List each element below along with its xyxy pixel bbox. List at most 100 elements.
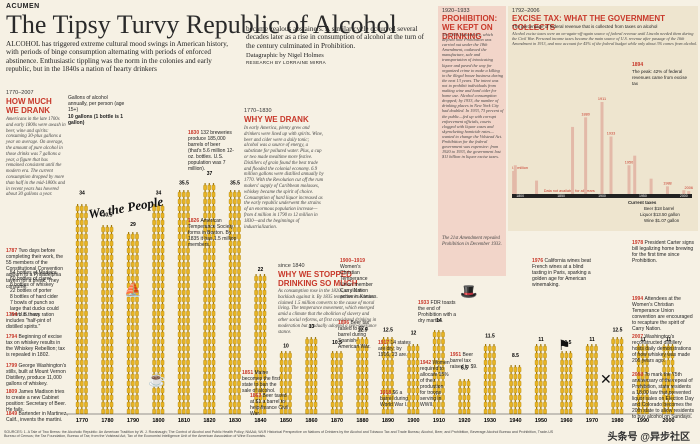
x-tick-label: 1820 — [203, 418, 215, 424]
excise-peak-year: 1894 — [632, 62, 644, 68]
bar-value-label: 34 — [79, 190, 85, 196]
bar-value-label: 30.5 — [103, 213, 113, 219]
how-much-title: HOW MUCH WE DRANK — [6, 97, 52, 115]
timeline-note: 1976 California wines beat French wines … — [532, 258, 592, 288]
note-year: 1799 — [6, 363, 19, 369]
excise-value-label: 1880 — [581, 112, 589, 116]
note-text: Beer taxed at $1 a barrel to help financ… — [250, 393, 288, 417]
prohibition-text: The 1920 Volstead Act, which defined how… — [442, 32, 504, 160]
note-year: 1809 — [6, 389, 19, 395]
bar-value-label: 34 — [156, 190, 162, 196]
why-drank-years: 1770–1830 — [244, 108, 272, 114]
bar-1810 — [177, 190, 190, 415]
excise-wine: Wine $1.07 gallon — [644, 218, 680, 223]
note-text: $6 a barrel during World War I. — [380, 390, 409, 408]
why-drank-text: In early America, plenty grew and drinke… — [244, 126, 324, 230]
mug-icon: ☕ — [148, 373, 166, 388]
timeline-note: 1794 Beginning of excise tax on whiskey … — [6, 334, 68, 358]
excise-tick-label: 1900 — [598, 194, 606, 198]
note-text: FDR toasts the end of Prohibition with a… — [418, 300, 457, 324]
bar-value-label: 11 — [538, 337, 544, 343]
bar-value-label: 12 — [411, 331, 417, 337]
timeline-note: 1799 George Washington's stills, built a… — [6, 363, 68, 387]
note-year: 2008 — [632, 372, 645, 378]
prohibition-footnote: The 21st Amendment repealed Prohibition … — [442, 236, 502, 247]
bar-1830 — [228, 190, 241, 415]
note-year: 1851 — [242, 370, 255, 376]
timeline-note: 1809 James Madison tries to create a new… — [6, 389, 68, 413]
bar-value-label: 6.5 — [461, 366, 468, 372]
excise-bar-1960 — [649, 178, 653, 194]
note-year: 1849 — [6, 411, 19, 417]
note-year: 1942 — [420, 360, 433, 366]
bar-value-label: 8.5 — [512, 353, 519, 359]
bar-1840 — [254, 274, 267, 415]
excise-peak-text: The peak: 42% of federal revenues came f… — [632, 69, 688, 86]
how-much-text: Americans in the late 1700s and early 18… — [6, 117, 66, 198]
flag-icon: ⚑ — [558, 339, 571, 354]
excise-value-label: 1911 — [598, 97, 606, 101]
timeline-note: 1994 Attendees at the Women's Christian … — [632, 296, 694, 332]
excise-years: 1792–2006 — [512, 8, 540, 14]
note-text: Bartender in Martinez, Calif., invents t… — [6, 411, 68, 423]
note-year: 1917 — [378, 340, 391, 346]
bar-1930 — [483, 344, 496, 415]
note-text: Washington's reconstructed distillery ho… — [632, 334, 692, 364]
note-year: 1918 — [380, 390, 393, 396]
bar-value-label: 14 — [436, 318, 442, 324]
note-text: Maine becomes the first state to ban the… — [242, 370, 281, 394]
excise-bar-1820 — [535, 180, 539, 194]
note-text: Attendees at the Women's Christian Tempe… — [632, 296, 693, 332]
x-tick-label: 1800 — [152, 418, 164, 424]
note-text: U.S. navy ration includes "half-pint of … — [6, 312, 55, 330]
bar-1860 — [305, 337, 318, 415]
note-text: Beer tax raised to $2 a barrel during Sp… — [338, 320, 371, 350]
note-year: 1830 — [188, 130, 201, 136]
timeline-note: 54 bottles of Madeira 60 bottles of clar… — [10, 270, 66, 318]
note-text: American Temperance Society forms in Bos… — [188, 218, 237, 248]
note-year: 1933 — [418, 300, 431, 306]
excise-bar-1900 — [600, 102, 604, 194]
x-tick-label: 1860 — [305, 418, 317, 424]
excise-bar-1911 — [609, 136, 613, 194]
stopped-years: since 1840 — [278, 263, 305, 269]
x-tick-label: 1930 — [484, 418, 496, 424]
timeline-note: 1951 Beer barrel tax raised to $9. — [450, 352, 482, 370]
intro-left: ALCOHOL has triggered extreme cultural m… — [6, 40, 229, 73]
timeline-note: 2008 To mark the 75th anniversary of the… — [632, 372, 694, 420]
how-much-years: 1770–2007 — [6, 90, 34, 96]
x-tick-label: 1980 — [611, 418, 623, 424]
x-tick-label: 1770 — [76, 418, 88, 424]
note-year: 1994 — [632, 296, 645, 302]
note-text: George Washington's stills, built at Mou… — [6, 363, 67, 387]
x-tick-label: 1790 — [127, 418, 139, 424]
x-tick-label: 1880 — [356, 418, 368, 424]
consumption-chart: 34 30.5 29 34 35.5 37 35.5 22 10 13 10.5 12.5 12.5 12… — [66, 171, 692, 424]
excise-liquor: Liquor $13.50 gallon — [640, 212, 680, 217]
bar-value-label: 37 — [207, 171, 213, 177]
excise-tick-label: 2000 — [680, 194, 688, 198]
note-text: 14 states are dry; by 1916, 23 are. — [378, 340, 411, 358]
sources-footer: SOURCES: 1. A Tale of Two Brews: the Alc… — [4, 430, 554, 439]
excise-chart: 1793 $0.1 million Data not available for … — [512, 97, 693, 198]
x-tick-label: 1850 — [280, 418, 292, 424]
prohibition-years: 1920–1933 — [442, 8, 470, 14]
timeline-note: 1787 Two days before completing their wo… — [6, 248, 66, 290]
timeline-note: 1917 14 states are dry; by 1916, 23 are. — [378, 340, 412, 358]
timeline-note: 1918 $6 a barrel during World War I. — [380, 390, 410, 408]
timeline-note: 1900–1919 Women's Christian Temperance U… — [340, 258, 380, 300]
excise-title: EXCISE TAX: WHAT THE GOVERNMENT COLLECTS — [512, 14, 666, 32]
x-tick-label: 1830 — [229, 418, 241, 424]
excise-bar-1792 — [512, 171, 516, 194]
excise-value-label: 1988 — [663, 181, 671, 185]
note-year: 1794 — [6, 312, 19, 318]
timeline-note: 1826 American Temperance Society forms i… — [188, 218, 240, 248]
excise-beer: Beer $18 barrel — [644, 206, 675, 211]
note-text: To mark the 75th anniversary of the repe… — [632, 372, 694, 420]
ship-icon: ⛵ — [124, 283, 142, 298]
timeline-note: 1794 U.S. navy ration includes "half-pin… — [6, 312, 68, 330]
excise-tick-label: 1800 — [516, 194, 524, 198]
x-tick-label: 2000 — [662, 418, 674, 424]
x-tick-label: 1910 — [433, 418, 445, 424]
bar-value-label: 35.5 — [230, 181, 240, 187]
